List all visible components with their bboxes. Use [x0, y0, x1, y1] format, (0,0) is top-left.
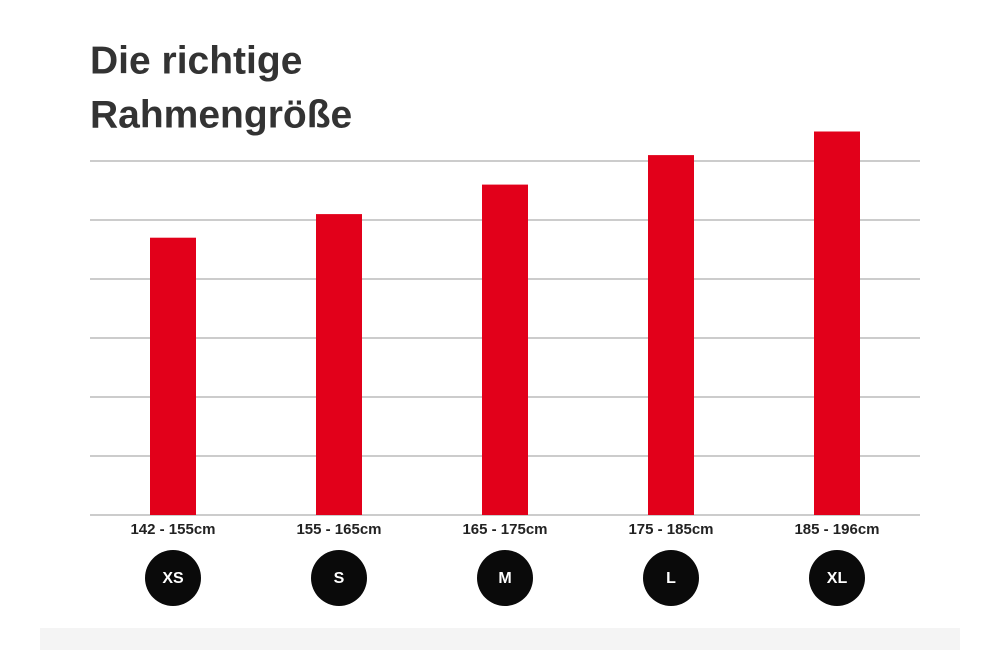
x-tick-label: 165 - 175cm — [462, 521, 547, 538]
size-badge — [809, 550, 865, 606]
size-label: L — [666, 570, 676, 587]
chart-title: Die richtige — [90, 39, 302, 82]
x-tick-label: 142 - 155cm — [130, 521, 215, 538]
size-badge — [145, 550, 201, 606]
size-label: XS — [162, 570, 184, 587]
size-badge — [311, 550, 367, 606]
x-tick-label: 175 - 185cm — [628, 521, 713, 538]
size-label: S — [334, 570, 345, 587]
bar — [316, 214, 362, 515]
x-tick-label: 185 - 196cm — [794, 521, 879, 538]
chart-title: Rahmengröße — [90, 93, 352, 136]
bar — [150, 237, 196, 515]
bottom-strip — [40, 628, 960, 650]
size-badge — [477, 550, 533, 606]
size-badge — [643, 550, 699, 606]
size-label: XL — [827, 570, 848, 587]
bar — [814, 131, 860, 515]
x-tick-label: 155 - 165cm — [296, 521, 381, 538]
size-label: M — [498, 570, 511, 587]
bar — [482, 184, 528, 515]
bar — [648, 155, 694, 515]
